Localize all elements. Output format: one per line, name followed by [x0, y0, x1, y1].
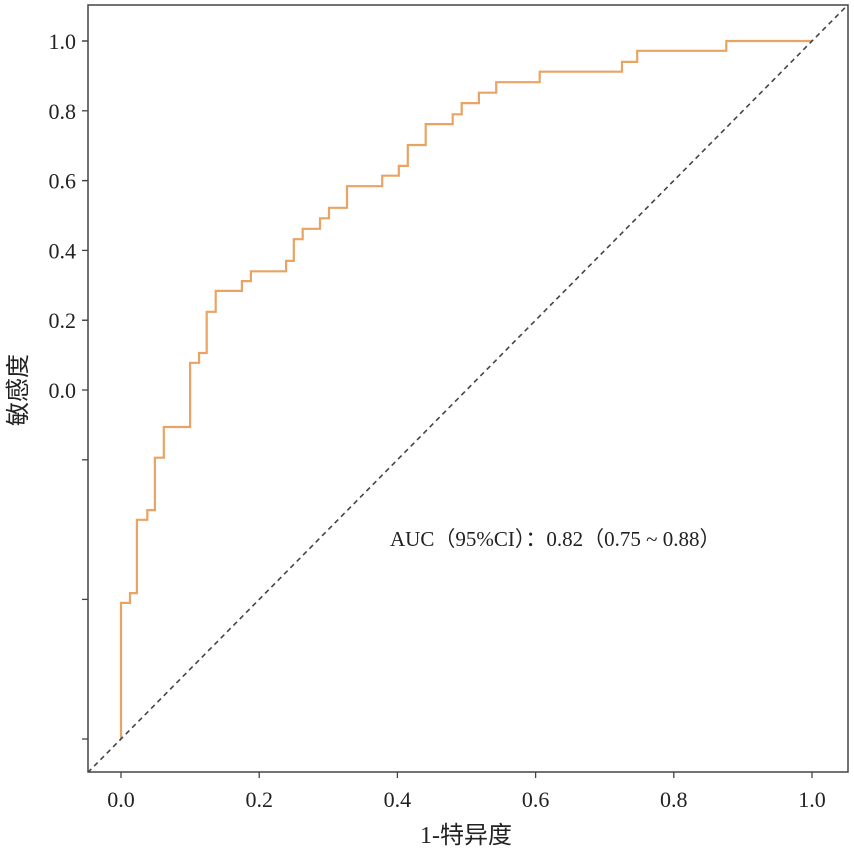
y-tick-label: 0.2	[49, 308, 77, 333]
plot-frame	[87, 4, 849, 773]
x-tick-label: 0.0	[107, 787, 135, 812]
auc-annotation: AUC（95%CI）：0.82（0.75 ~ 0.88）	[390, 527, 720, 551]
x-tick-label: 0.6	[522, 787, 550, 812]
x-tick-label: 0.2	[245, 787, 273, 812]
y-tick-label: 0.6	[49, 169, 77, 194]
y-tick-label: 1.0	[49, 29, 77, 54]
x-axis-title: 1-特异度	[420, 822, 512, 849]
x-tick-label: 0.4	[384, 787, 412, 812]
y-tick-label: 0.0	[49, 378, 77, 403]
y-tick-label: 0.4	[49, 238, 77, 263]
y-tick-label: 0.8	[49, 99, 77, 124]
reference-diagonal	[88, 5, 848, 772]
roc-curve	[119, 39, 812, 739]
x-tick-label: 0.8	[660, 787, 688, 812]
x-tick-label: 1.0	[798, 787, 826, 812]
y-axis-title: 敏感度	[5, 354, 32, 426]
